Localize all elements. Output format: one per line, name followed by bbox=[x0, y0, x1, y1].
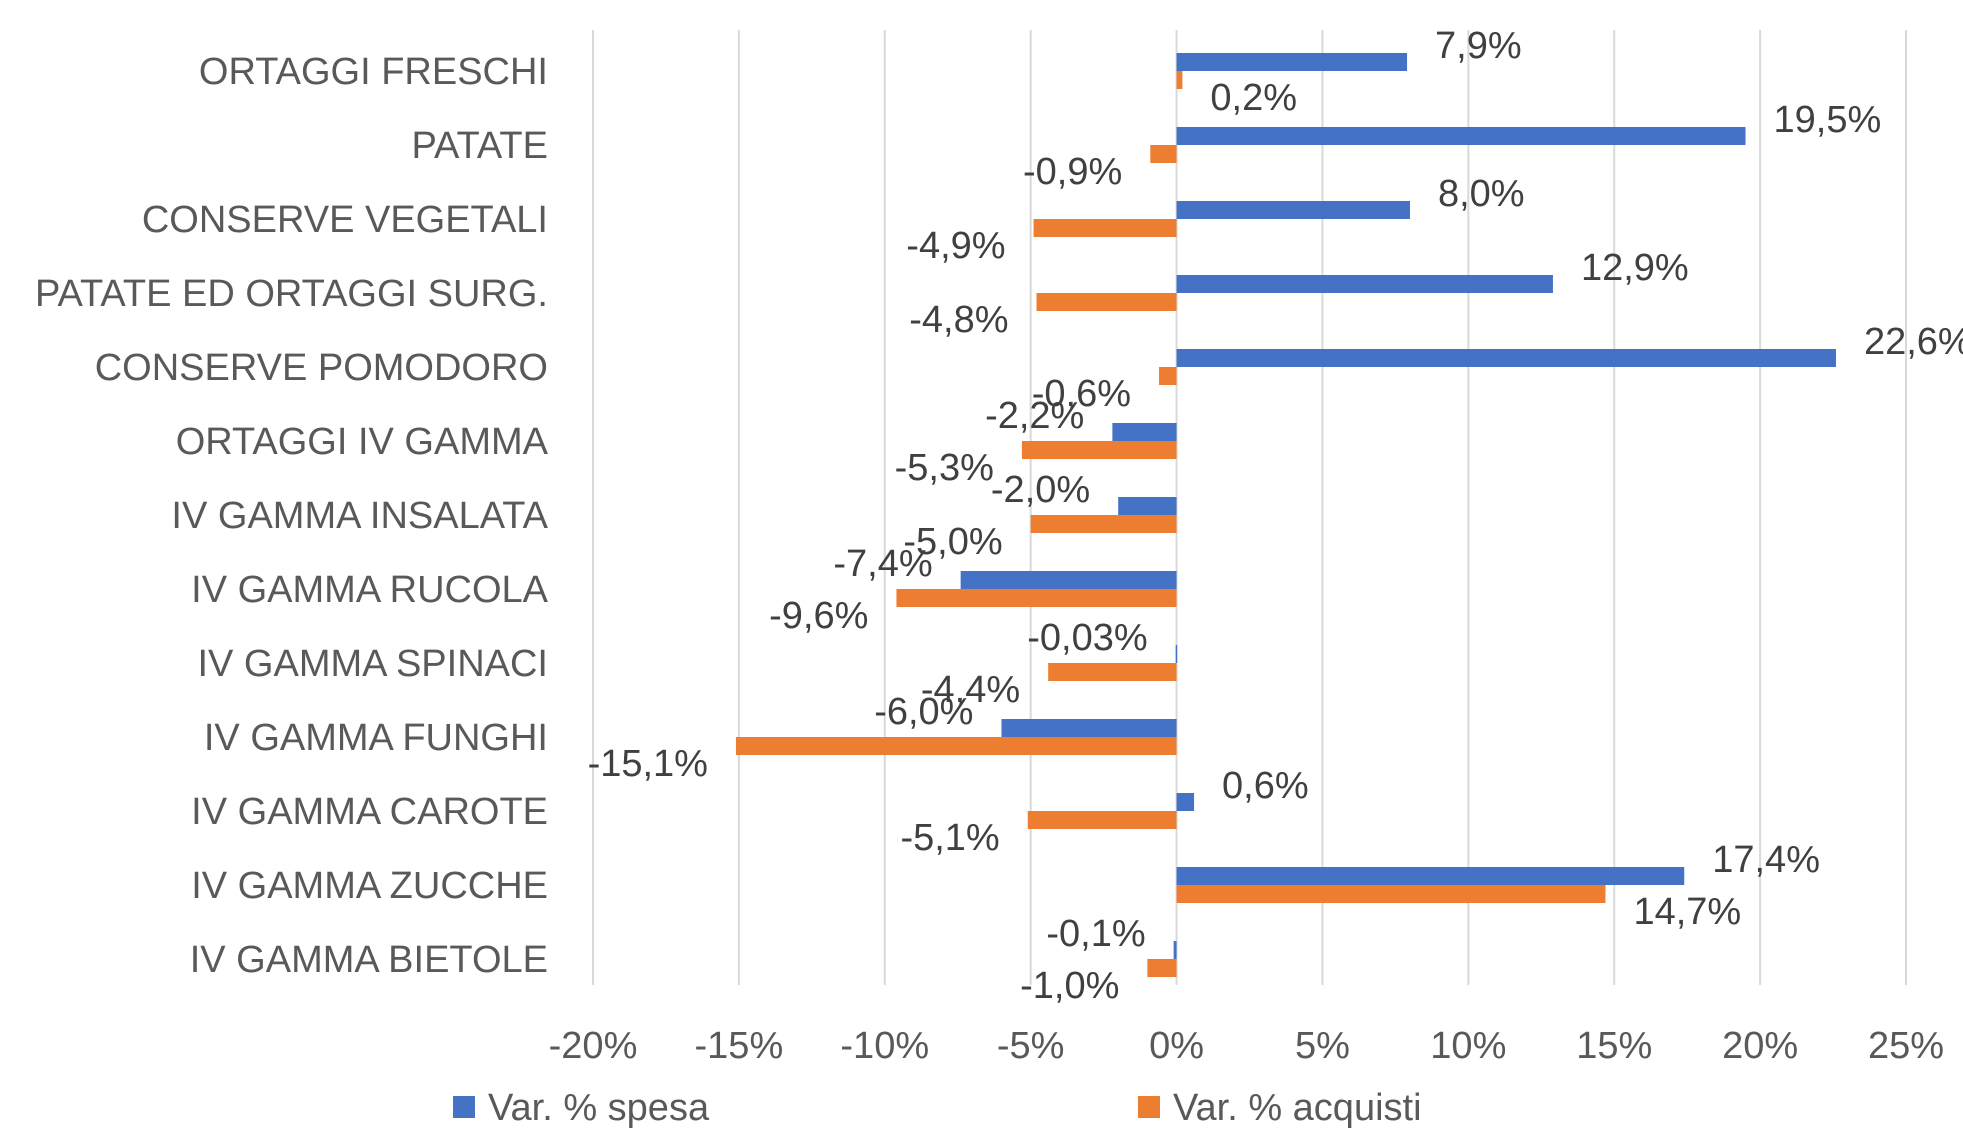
bar-spesa bbox=[1112, 423, 1177, 441]
bar-acquisti bbox=[1048, 663, 1177, 681]
data-label-acquisti: -5,1% bbox=[900, 817, 999, 859]
data-label-acquisti: -9,6% bbox=[769, 595, 868, 637]
data-label-spesa: -2,0% bbox=[991, 469, 1090, 511]
category-label: IV GAMMA SPINACI bbox=[197, 643, 548, 685]
data-label-acquisti: -5,3% bbox=[895, 447, 994, 489]
bar-acquisti bbox=[1033, 219, 1177, 237]
bar-acquisti bbox=[896, 589, 1177, 607]
x-tick-label: 0% bbox=[1149, 1025, 1204, 1067]
x-tick-label: 20% bbox=[1722, 1025, 1798, 1067]
bar-acquisti bbox=[1036, 293, 1177, 311]
category-label: IV GAMMA RUCOLA bbox=[191, 569, 548, 611]
x-tick-label: -5% bbox=[997, 1025, 1065, 1067]
data-label-spesa: 12,9% bbox=[1581, 247, 1689, 289]
bar-spesa bbox=[1176, 275, 1553, 293]
bar-spesa bbox=[960, 571, 1177, 589]
bar-spesa bbox=[1176, 201, 1410, 219]
data-label-acquisti: -4,9% bbox=[906, 225, 1005, 267]
data-label-spesa: -0,03% bbox=[1027, 617, 1147, 659]
bar-spesa bbox=[1175, 645, 1178, 663]
bar-spesa bbox=[1118, 497, 1177, 515]
bar-acquisti bbox=[1159, 367, 1177, 385]
x-tick-label: 10% bbox=[1430, 1025, 1506, 1067]
data-label-spesa: 7,9% bbox=[1435, 25, 1522, 67]
bar-acquisti bbox=[1021, 441, 1177, 459]
data-label-spesa: 19,5% bbox=[1774, 99, 1882, 141]
category-label: IV GAMMA CAROTE bbox=[191, 791, 548, 833]
category-label: ORTAGGI FRESCHI bbox=[199, 51, 548, 93]
x-tick-label: -10% bbox=[840, 1025, 929, 1067]
bar-spesa bbox=[1176, 867, 1685, 885]
bar-spesa bbox=[1176, 793, 1195, 811]
legend-label: Var. % acquisti bbox=[1173, 1087, 1422, 1129]
bar-acquisti bbox=[1030, 515, 1177, 533]
bar-spesa bbox=[1173, 941, 1177, 959]
legend-label: Var. % spesa bbox=[488, 1087, 710, 1129]
legend-swatch bbox=[453, 1096, 475, 1118]
data-label-acquisti: -0,6% bbox=[1032, 373, 1131, 415]
bar-acquisti bbox=[1176, 71, 1183, 89]
bar-spesa bbox=[1001, 719, 1177, 737]
category-label: PATATE ED ORTAGGI SURG. bbox=[35, 273, 548, 315]
bar-acquisti bbox=[735, 737, 1177, 755]
category-label: PATATE bbox=[411, 125, 548, 167]
x-tick-label: 5% bbox=[1295, 1025, 1350, 1067]
x-tick-label: 15% bbox=[1576, 1025, 1652, 1067]
x-tick-label: -15% bbox=[695, 1025, 784, 1067]
data-label-spesa: -0,1% bbox=[1046, 913, 1145, 955]
data-label-spesa: -7,4% bbox=[833, 543, 932, 585]
bar-spesa bbox=[1176, 349, 1836, 367]
data-label-acquisti: -15,1% bbox=[588, 743, 708, 785]
category-label: IV GAMMA ZUCCHE bbox=[191, 865, 548, 907]
category-label: ORTAGGI IV GAMMA bbox=[176, 421, 549, 463]
category-label: CONSERVE POMODORO bbox=[95, 347, 548, 389]
data-label-spesa: 0,6% bbox=[1222, 765, 1309, 807]
data-label-acquisti: 0,2% bbox=[1210, 77, 1297, 119]
category-label: IV GAMMA BIETOLE bbox=[190, 939, 548, 981]
data-label-acquisti: -4,4% bbox=[921, 669, 1020, 711]
bar-acquisti bbox=[1147, 959, 1177, 977]
data-label-acquisti: -5,0% bbox=[903, 521, 1002, 563]
category-label: CONSERVE VEGETALI bbox=[142, 199, 548, 241]
data-label-spesa: 8,0% bbox=[1438, 173, 1525, 215]
data-label-spesa: 17,4% bbox=[1712, 839, 1820, 881]
data-label-acquisti: -4,8% bbox=[909, 299, 1008, 341]
bar-spesa bbox=[1176, 127, 1746, 145]
data-label-spesa: -2,2% bbox=[985, 395, 1084, 437]
bar-acquisti bbox=[1027, 811, 1177, 829]
legend-swatch bbox=[1138, 1096, 1160, 1118]
x-tick-label: -20% bbox=[549, 1025, 638, 1067]
data-label-spesa: -6,0% bbox=[874, 691, 973, 733]
category-label: IV GAMMA INSALATA bbox=[171, 495, 548, 537]
bar-acquisti bbox=[1150, 145, 1177, 163]
x-tick-label: 25% bbox=[1868, 1025, 1944, 1067]
bar-acquisti bbox=[1176, 885, 1606, 903]
data-label-acquisti: -0,9% bbox=[1023, 151, 1122, 193]
data-label-acquisti: -1,0% bbox=[1020, 965, 1119, 1007]
category-label: IV GAMMA FUNGHI bbox=[204, 717, 548, 759]
data-label-acquisti: 14,7% bbox=[1633, 891, 1741, 933]
data-label-spesa: 22,6% bbox=[1864, 321, 1963, 363]
bar-spesa bbox=[1176, 53, 1408, 71]
